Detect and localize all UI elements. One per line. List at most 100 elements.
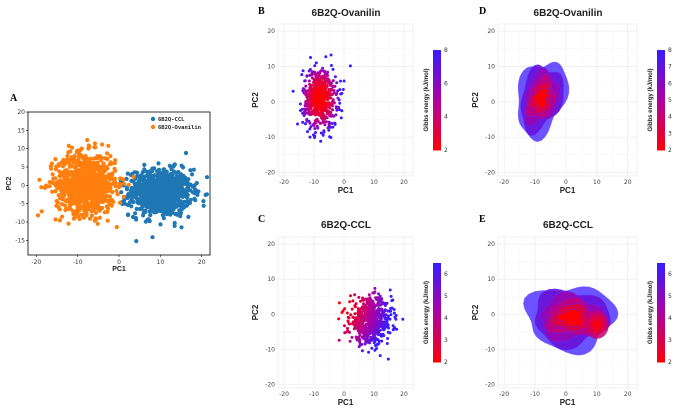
data-point — [385, 325, 389, 329]
data-point — [152, 190, 157, 195]
data-point — [96, 207, 101, 212]
data-point — [76, 213, 81, 218]
panel-label: E — [479, 214, 486, 225]
data-point — [149, 182, 154, 187]
data-point — [83, 177, 88, 182]
colorbar-segment — [657, 317, 665, 321]
data-point — [191, 167, 196, 172]
x-tick-label: -10 — [530, 391, 540, 398]
data-point — [157, 203, 162, 208]
data-point — [313, 127, 317, 130]
data-point — [53, 176, 58, 181]
data-point — [333, 121, 337, 125]
data-point — [121, 194, 126, 199]
colorbar-segment — [433, 137, 441, 141]
data-point — [304, 122, 307, 126]
data-point — [143, 209, 148, 214]
data-point — [95, 221, 100, 226]
colorbar-segment — [433, 317, 441, 321]
data-point — [308, 127, 312, 131]
colorbar-tick-label: 5 — [668, 293, 672, 300]
data-point — [321, 133, 325, 137]
colorbar-segment — [433, 305, 441, 309]
data-point — [360, 342, 364, 346]
data-point — [164, 203, 170, 208]
colorbar-tick-label: 3 — [444, 337, 448, 344]
x-tick-label: 20 — [198, 259, 206, 266]
colorbar-segment — [657, 132, 665, 136]
colorbar-segment — [433, 82, 441, 86]
data-point — [341, 88, 345, 91]
data-point — [139, 188, 144, 193]
colorbar-segment — [657, 87, 665, 91]
colorbar-tick-label: 5 — [444, 293, 448, 300]
data-point — [78, 185, 83, 190]
data-point — [68, 149, 73, 154]
x-tick-label: 20 — [400, 179, 408, 186]
data-point — [143, 219, 148, 224]
data-point — [306, 130, 309, 134]
colorbar-segment — [657, 272, 665, 276]
data-point — [148, 198, 153, 204]
colorbar-segment — [433, 334, 441, 338]
colorbar-tick-label: 6 — [444, 271, 448, 278]
data-point — [361, 309, 365, 313]
x-tick-label: 0 — [564, 391, 568, 398]
data-point — [385, 342, 389, 345]
y-tick-label: -20 — [265, 169, 275, 176]
data-point — [59, 202, 65, 207]
data-point — [95, 196, 100, 201]
data-point — [105, 151, 110, 156]
data-point — [319, 139, 323, 143]
data-point — [60, 164, 66, 169]
data-point — [39, 209, 44, 214]
data-point — [161, 216, 166, 221]
data-point — [75, 159, 80, 164]
data-point — [160, 179, 166, 184]
data-point — [331, 85, 335, 89]
data-point — [192, 183, 197, 188]
data-point — [72, 193, 77, 199]
data-point — [109, 203, 114, 208]
data-point — [346, 319, 350, 323]
data-point — [383, 304, 387, 307]
x-tick-label: -20 — [279, 179, 289, 186]
data-point — [156, 167, 162, 172]
data-point — [63, 178, 68, 183]
data-point — [112, 176, 117, 181]
data-point — [150, 235, 155, 240]
data-point — [353, 312, 357, 316]
data-point — [350, 335, 354, 339]
data-point — [337, 338, 341, 342]
data-point — [363, 342, 367, 346]
data-point — [129, 178, 134, 183]
data-point — [330, 121, 334, 125]
colorbar-segment — [657, 349, 665, 353]
data-point — [300, 107, 304, 111]
colorbar-label: Gibbs energy (kJ/mol) — [424, 281, 430, 344]
data-point — [357, 295, 361, 299]
data-point — [119, 190, 124, 195]
panel-b: B 6B2Q-Ovanilin -20 -10 0 10 20 -20 -10 0 10 20 PC1 P… — [251, 6, 448, 195]
colorbar-tick-label: 5 — [668, 97, 672, 104]
data-point — [327, 120, 331, 124]
x-axis-label: PC1 — [560, 186, 576, 195]
data-point — [388, 288, 392, 292]
data-point — [128, 190, 133, 196]
data-point — [176, 182, 181, 187]
colorbar-segment — [433, 65, 441, 68]
data-point — [181, 193, 186, 198]
data-point — [67, 182, 72, 187]
x-tick-label: 0 — [564, 179, 568, 186]
data-point — [392, 311, 396, 315]
data-point — [361, 298, 365, 302]
colorbar-segment — [657, 305, 665, 309]
data-point — [386, 337, 390, 340]
y-tick-label: 10 — [17, 146, 25, 153]
colorbar-tick-label: 4 — [668, 315, 672, 322]
colorbar-segment — [657, 270, 665, 274]
data-point — [179, 172, 184, 177]
data-point — [91, 207, 96, 212]
colorbar-segment — [433, 307, 441, 311]
colorbar-tick-label: 8 — [668, 47, 672, 54]
